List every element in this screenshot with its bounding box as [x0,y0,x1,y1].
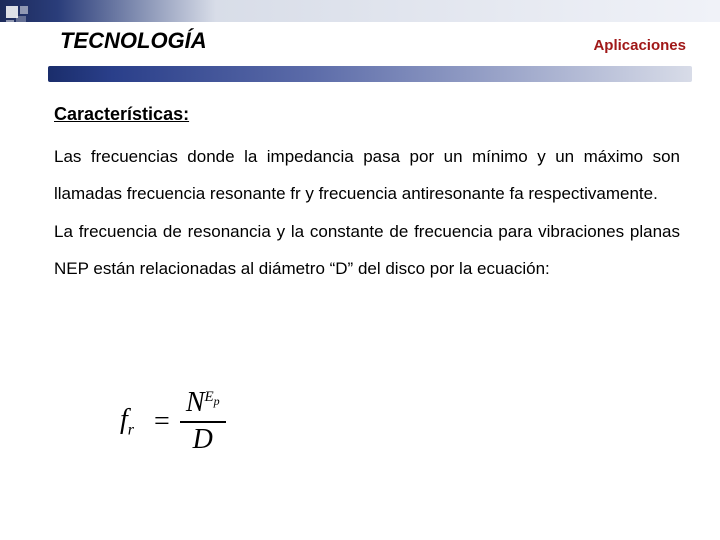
eq-num-base: N [186,387,205,418]
eq-lhs-sub: r [128,422,134,439]
page-title: TECNOLOGÍA [60,28,207,54]
eq-lhs-base: f [120,404,128,435]
eq-num-sup-left: E [205,389,214,405]
paragraph-1: Las frecuencias donde la impedancia pasa… [54,139,680,212]
equation: fr = NEp D [120,388,226,456]
corner-decoration [6,6,36,36]
equals-sign: = [154,406,170,438]
header: TECNOLOGÍA Aplicaciones [60,28,690,60]
equation-lhs: fr [120,404,134,440]
equation-fraction: NEp D [180,388,226,456]
title-underline [48,66,692,82]
page-subtitle: Aplicaciones [593,37,686,54]
equation-denominator: D [187,425,219,456]
section-label: Características: [54,104,680,125]
equation-numerator: NEp [180,388,226,419]
fraction-bar [180,421,226,423]
eq-num-sup-right: p [214,394,220,408]
top-accent-bar [0,0,720,22]
paragraph-2: La frecuencia de resonancia y la constan… [54,214,680,287]
content-area: Características: Las frecuencias donde l… [54,104,680,289]
